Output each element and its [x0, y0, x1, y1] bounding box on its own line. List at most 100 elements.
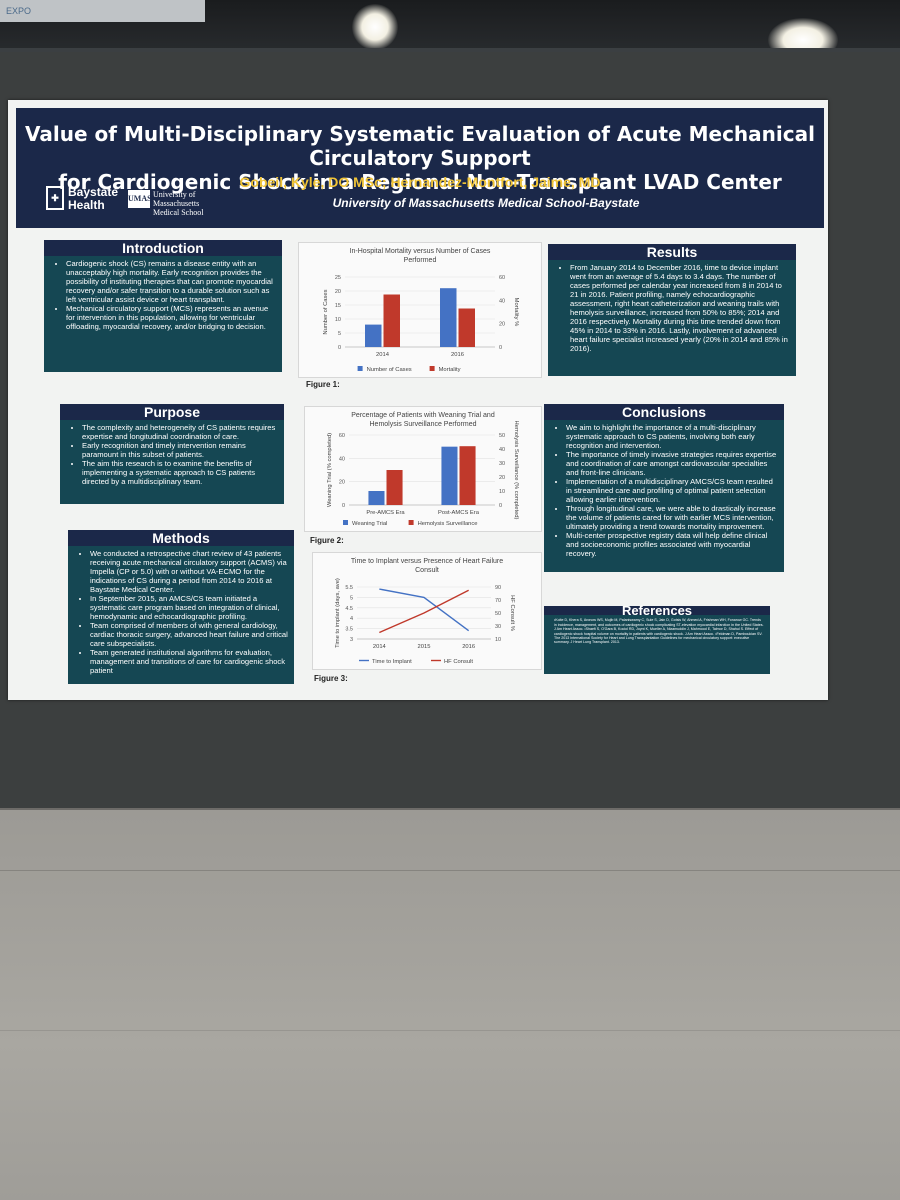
baystate-logo-line1: Baystate — [68, 185, 119, 199]
list-item: Cardiogenic shock (CS) remains a disease… — [66, 259, 278, 304]
figure-3-chart: Time to Implant versus Presence of Heart… — [335, 558, 515, 665]
legend-swatch — [343, 520, 348, 525]
baystate-logo-icon: ✚ — [46, 186, 64, 210]
umass-logo-line1: University of — [153, 190, 196, 199]
chart-title: Percentage of Patients with Weaning Tria… — [351, 412, 495, 419]
y-tick-label: 25 — [335, 275, 341, 281]
poster-authors: Gobeil, Kyle, DO MSc; Hernandez-Montfort… — [239, 174, 601, 190]
poster-title-line1: Value of Multi-Disciplinary Systematic E… — [25, 122, 815, 170]
umass-logo: UMASSUniversity of Massachusetts Medical S… — [128, 190, 203, 217]
list-item: Mechanical circulatory support (MCS) rep… — [66, 304, 278, 331]
legend-label: HF Consult — [444, 659, 473, 665]
y-axis-label: Time to implant (days, ave) — [335, 578, 341, 648]
chart-title: Consult — [415, 567, 439, 574]
y-tick-label: 4 — [350, 616, 353, 622]
conclusions-list: We aim to highlight the importance of a … — [558, 423, 780, 558]
y2-tick-label: 0 — [499, 503, 502, 509]
chart-title: Performed — [404, 257, 437, 264]
figure-1-caption: Figure 1: — [306, 380, 340, 389]
y-tick-label: 60 — [339, 433, 345, 439]
list-item: We conducted a retrospective chart revie… — [90, 549, 290, 594]
umass-logo-mark: UMASS — [128, 190, 156, 208]
ceiling-light — [352, 4, 398, 50]
y2-tick-label: 10 — [499, 489, 505, 495]
y2-tick-label: 90 — [495, 585, 501, 591]
bar — [458, 308, 475, 347]
floor-seam — [0, 1030, 900, 1031]
overhead-sign: EXPO — [0, 0, 205, 22]
y2-tick-label: 50 — [499, 433, 505, 439]
methods-section: Methods We conducted a retrospective cha… — [68, 530, 294, 684]
figure-3-caption: Figure 3: — [314, 674, 348, 683]
y2-tick-label: 40 — [499, 447, 505, 453]
x-tick-label: Post-AMCS Era — [438, 510, 480, 516]
methods-list: We conducted a retrospective chart revie… — [82, 549, 290, 675]
bar — [459, 446, 476, 505]
y-tick-label: 3 — [350, 637, 353, 643]
list-item: Team comprised of members of with genera… — [90, 621, 290, 648]
introduction-section: Introduction Cardiogenic shock (CS) rema… — [44, 240, 282, 372]
bar — [441, 446, 458, 505]
y-axis-label: Number of Cases — [323, 289, 329, 334]
y-tick-label: 15 — [335, 303, 341, 309]
list-item: The complexity and heterogeneity of CS p… — [82, 423, 280, 441]
y-tick-label: 40 — [339, 456, 345, 462]
y2-tick-label: 20 — [499, 475, 505, 481]
y-tick-label: 10 — [335, 317, 341, 323]
x-tick-label: Pre-AMCS Era — [366, 510, 405, 516]
y2-tick-label: 10 — [495, 637, 501, 643]
legend-label: Hemolysis Surveillance — [418, 521, 478, 527]
list-item: From January 2014 to December 2016, time… — [570, 263, 792, 353]
bar — [368, 491, 385, 505]
introduction-heading: Introduction — [44, 240, 282, 256]
x-tick-label: 2016 — [462, 644, 475, 650]
poster-title-line2: for Cardiogenic Shock in a Regional Non-… — [58, 170, 782, 194]
list-item: In September 2015, an AMCS/CS team initi… — [90, 594, 290, 621]
x-tick-label: 2016 — [451, 352, 464, 358]
y-tick-label: 5 — [350, 595, 353, 601]
y2-axis-label: Mortality % — [513, 298, 519, 327]
umass-logo-line3: Medical School — [153, 208, 204, 217]
list-item: Team generated institutional algorithms … — [90, 648, 290, 675]
chart-title: In-Hospital Mortality versus Number of C… — [350, 248, 491, 255]
legend-label: Weaning Trial — [352, 521, 387, 527]
y-tick-label: 5.5 — [345, 585, 353, 591]
y2-axis-label: Hemolysis Surveillance (% completed) — [513, 421, 519, 520]
list-item: Through longitudinal care, we were able … — [566, 504, 780, 531]
references-heading: References — [544, 604, 770, 617]
results-heading: Results — [548, 244, 796, 260]
list-item: We aim to highlight the importance of a … — [566, 423, 780, 450]
legend-swatch — [408, 520, 414, 525]
poster-title: Value of Multi-Disciplinary Systematic E… — [16, 122, 824, 194]
poster-affiliation: University of Massachusetts Medical Scho… — [332, 196, 640, 210]
y2-tick-label: 20 — [499, 322, 505, 328]
y2-tick-label: 30 — [495, 624, 501, 630]
y-tick-label: 5 — [338, 331, 341, 337]
figure-2-caption: Figure 2: — [310, 536, 344, 545]
references-section: References •Kolte D, Khera S, Aronow WS,… — [544, 604, 770, 674]
legend-swatch — [357, 366, 363, 371]
y-tick-label: 20 — [339, 480, 345, 486]
references-text: •Kolte D, Khera S, Aronow WS, Mujib M, P… — [554, 618, 764, 645]
y2-tick-label: 40 — [499, 298, 505, 304]
series-line — [379, 588, 470, 632]
y2-tick-label: 0 — [499, 345, 502, 351]
bar — [365, 324, 382, 347]
methods-heading: Methods — [68, 530, 294, 546]
chart-title: Hemolysis Surveillance Performed — [370, 421, 477, 428]
x-tick-label: 2014 — [376, 352, 390, 358]
list-item: Early recognition and timely interventio… — [82, 441, 280, 459]
floor — [0, 810, 900, 1200]
floor-seam — [0, 870, 900, 871]
legend-label: Time to Implant — [372, 659, 412, 665]
bar — [440, 288, 457, 347]
y-tick-label: 20 — [335, 289, 341, 295]
y-tick-label: 3.5 — [345, 627, 353, 633]
y2-tick-label: 50 — [495, 611, 501, 617]
list-item: Multi-center prospective registry data w… — [566, 531, 780, 558]
y2-tick-label: 30 — [499, 461, 505, 467]
purpose-list: The complexity and heterogeneity of CS p… — [74, 423, 280, 486]
y2-tick-label: 70 — [495, 598, 501, 604]
conclusions-section: Conclusions We aim to highlight the impo… — [544, 404, 784, 572]
baystate-logo: ✚ Baystate Health — [46, 186, 118, 212]
